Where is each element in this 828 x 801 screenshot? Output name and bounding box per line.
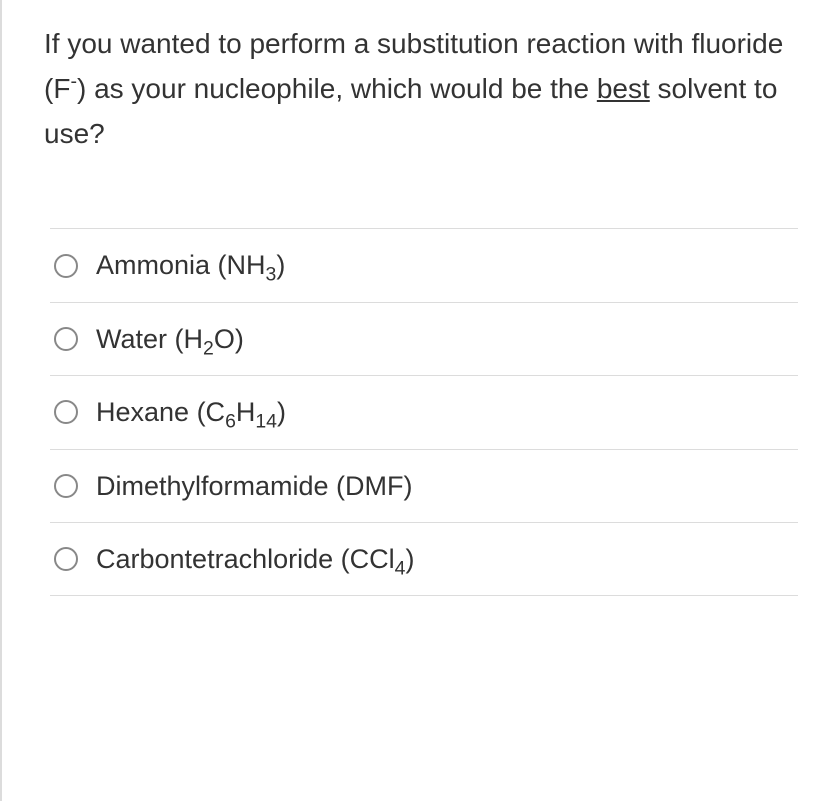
radio-icon[interactable] [54, 254, 78, 278]
option-label: Dimethylformamide (DMF) [96, 470, 413, 502]
option-hexane[interactable]: Hexane (C6H14) [50, 375, 798, 448]
option-dmf[interactable]: Dimethylformamide (DMF) [50, 449, 798, 522]
option-water[interactable]: Water (H2O) [50, 302, 798, 375]
radio-icon[interactable] [54, 400, 78, 424]
question-prompt: If you wanted to perform a substitution … [44, 22, 798, 156]
option-label: Ammonia (NH3) [96, 249, 285, 281]
option-label: Carbontetrachloride (CCl4) [96, 543, 414, 575]
option-label: Hexane (C6H14) [96, 396, 286, 428]
options-list: Ammonia (NH3) Water (H2O) Hexane (C6H14) Di… [44, 228, 798, 596]
option-label: Water (H2O) [96, 323, 244, 355]
question-container: If you wanted to perform a substitution … [0, 0, 828, 801]
radio-icon[interactable] [54, 547, 78, 571]
option-ammonia[interactable]: Ammonia (NH3) [50, 228, 798, 301]
radio-icon[interactable] [54, 327, 78, 351]
radio-icon[interactable] [54, 474, 78, 498]
option-carbontetrachloride[interactable]: Carbontetrachloride (CCl4) [50, 522, 798, 596]
